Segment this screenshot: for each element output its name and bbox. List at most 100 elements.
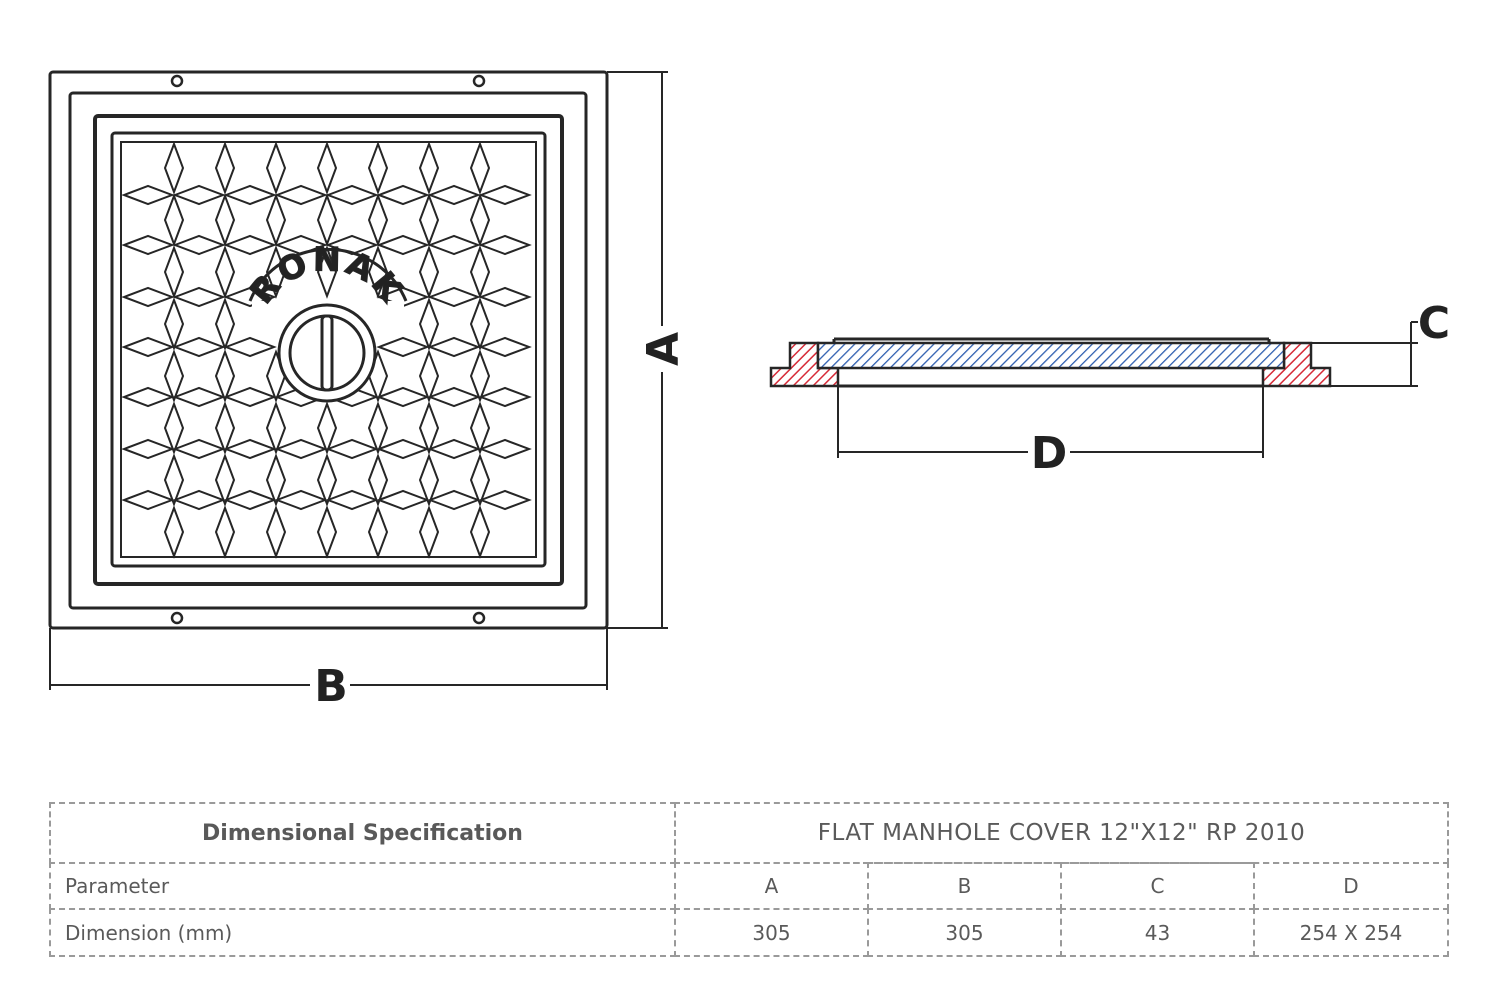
- tread-diamond: [427, 286, 481, 308]
- tread-diamond: [469, 505, 491, 559]
- tread-diamond: [274, 184, 328, 206]
- tread-diamond: [376, 438, 430, 460]
- tread-diamond: [223, 489, 277, 511]
- tread-diamond: [376, 336, 430, 358]
- screw-hole: [472, 74, 486, 88]
- plan-view: RONAK A B: [48, 70, 689, 712]
- tread-diamond: [469, 453, 491, 507]
- tread-diamond: [367, 245, 389, 299]
- tread-diamond: [325, 489, 379, 511]
- tread-diamond: [274, 234, 328, 256]
- tread-diamond: [478, 489, 532, 511]
- tread-diamond: [214, 349, 236, 403]
- tread-diamond: [325, 184, 379, 206]
- tread-diamond: [214, 141, 236, 195]
- tread-diamond: [121, 184, 175, 206]
- tread-diamond: [469, 297, 491, 351]
- tread-diamond: [223, 438, 277, 460]
- tread-diamond: [163, 453, 185, 507]
- tread-diamond: [265, 453, 287, 507]
- tread-diamond: [469, 401, 491, 455]
- dimension-row: Dimension (mm) 305 305 43 254 X 254: [49, 908, 1449, 957]
- frame-inner-edge: [68, 91, 588, 610]
- spec-table: Dimensional Specification FLAT MANHOLE C…: [49, 802, 1449, 957]
- dimension-cell: 43: [1060, 908, 1255, 957]
- tread-diamond: [478, 336, 532, 358]
- tread-diamond: [376, 184, 430, 206]
- dimension-label: Dimension (mm): [49, 908, 676, 957]
- tread-diamond: [214, 297, 236, 351]
- parameter-cell: B: [867, 862, 1062, 910]
- tread-diamond: [274, 438, 328, 460]
- tread-diamond: [163, 245, 185, 299]
- parameter-cell: D: [1253, 862, 1449, 910]
- tread-diamond: [316, 505, 338, 559]
- dimension-cell: 254 X 254: [1253, 908, 1449, 957]
- tread-diamond: [172, 286, 226, 308]
- tread-diamond: [163, 401, 185, 455]
- tread-diamond: [121, 234, 175, 256]
- tread-diamond: [172, 184, 226, 206]
- tread-diamond: [478, 184, 532, 206]
- tread-diamond: [265, 141, 287, 195]
- lifting-key-slot: [320, 314, 334, 392]
- tread-diamond: [478, 286, 532, 308]
- tread-diamond: [427, 489, 481, 511]
- tread-diamond: [121, 386, 175, 408]
- tread-diamond: [163, 349, 185, 403]
- tread-diamond: [418, 245, 440, 299]
- screw-hole: [170, 74, 184, 88]
- tread-diamond: [163, 193, 185, 247]
- outer-frame: [48, 70, 609, 630]
- tread-diamond: [172, 489, 226, 511]
- screw-hole: [170, 611, 184, 625]
- tread-diamond: [478, 438, 532, 460]
- tread-diamond: [376, 489, 430, 511]
- tread-diamond: [427, 336, 481, 358]
- tread-diamond: [163, 141, 185, 195]
- parameter-label: Parameter: [49, 862, 676, 910]
- tread-diamond: [172, 386, 226, 408]
- spec-heading: Dimensional Specification: [49, 802, 676, 864]
- tread-diamond: [367, 141, 389, 195]
- tread-diamond: [172, 234, 226, 256]
- tread-diamond: [478, 386, 532, 408]
- tread-diamond: [214, 193, 236, 247]
- dimension-label-a: A: [638, 332, 689, 366]
- tread-diamond: [376, 386, 430, 408]
- tread-diamond: [418, 505, 440, 559]
- brand-text: RONAK: [242, 240, 413, 311]
- tread-diamond: [223, 234, 277, 256]
- tread-diamond: [316, 141, 338, 195]
- tread-diamond: [121, 286, 175, 308]
- tread-diamond: [418, 453, 440, 507]
- tread-diamond: [427, 234, 481, 256]
- tread-diamond: [325, 438, 379, 460]
- tread-diamond: [121, 336, 175, 358]
- dimension-cell: 305: [674, 908, 869, 957]
- tread-diamond: [478, 234, 532, 256]
- tread-diamond: [469, 193, 491, 247]
- section-view: C D: [769, 298, 1450, 479]
- dimension-label-c: C: [1418, 298, 1450, 349]
- tread-diamond: [316, 401, 338, 455]
- dimension-label-b: B: [314, 661, 348, 712]
- tread-diamond: [223, 336, 277, 358]
- tread-diamond: [265, 193, 287, 247]
- tread-diamond: [469, 349, 491, 403]
- tread-diamond: [121, 489, 175, 511]
- technical-drawing: RONAK A B C D: [48, 70, 1450, 712]
- tread-diamond: [163, 297, 185, 351]
- tread-diamond: [418, 401, 440, 455]
- tread-diamond: [274, 489, 328, 511]
- tread-diamond: [214, 401, 236, 455]
- tread-diamond: [418, 193, 440, 247]
- cover-outer-edge: [93, 114, 564, 586]
- tread-diamond: [427, 184, 481, 206]
- tread-diamond: [214, 505, 236, 559]
- tread-diamond: [418, 297, 440, 351]
- pattern-field: [120, 141, 537, 558]
- parameter-cell: A: [674, 862, 869, 910]
- cover-section: [816, 341, 1286, 370]
- tread-diamond: [367, 453, 389, 507]
